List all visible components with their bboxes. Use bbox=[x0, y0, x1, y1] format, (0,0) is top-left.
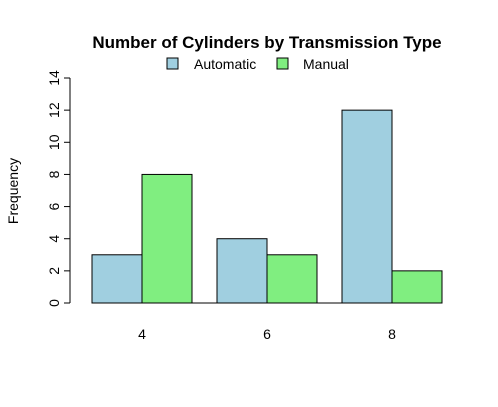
x-tick-label: 8 bbox=[388, 326, 396, 342]
y-tick-label: 0 bbox=[46, 299, 62, 307]
y-axis: 0 2 4 6 8 10 12 14 bbox=[46, 70, 71, 307]
bar-automatic-6 bbox=[216, 238, 268, 304]
y-tick-label: 12 bbox=[46, 102, 62, 118]
y-axis-label: Frequency bbox=[5, 158, 21, 224]
legend-swatch-automatic bbox=[166, 57, 179, 70]
y-tick-label: 2 bbox=[46, 267, 62, 275]
x-axis: 4 6 8 bbox=[138, 326, 396, 342]
y-tick-label: 4 bbox=[46, 235, 62, 243]
x-tick-label: 4 bbox=[138, 326, 146, 342]
bars-group bbox=[91, 109, 443, 304]
y-tick-label: 14 bbox=[46, 70, 62, 86]
x-tick-label: 6 bbox=[263, 326, 271, 342]
bar-automatic-4 bbox=[91, 254, 143, 304]
y-tick-label: 8 bbox=[46, 170, 62, 178]
y-tick-label: 10 bbox=[46, 134, 62, 150]
legend: Automatic Manual bbox=[166, 56, 349, 72]
bar-manual-6 bbox=[266, 254, 318, 304]
chart-title: Number of Cylinders by Transmission Type bbox=[92, 33, 441, 52]
bar-automatic-8 bbox=[341, 109, 393, 304]
legend-label-automatic: Automatic bbox=[194, 56, 256, 72]
legend-swatch-manual bbox=[276, 57, 289, 70]
y-tick-label: 6 bbox=[46, 202, 62, 210]
bar-manual-8 bbox=[391, 270, 443, 304]
bar-manual-4 bbox=[141, 173, 193, 304]
legend-label-manual: Manual bbox=[303, 56, 349, 72]
